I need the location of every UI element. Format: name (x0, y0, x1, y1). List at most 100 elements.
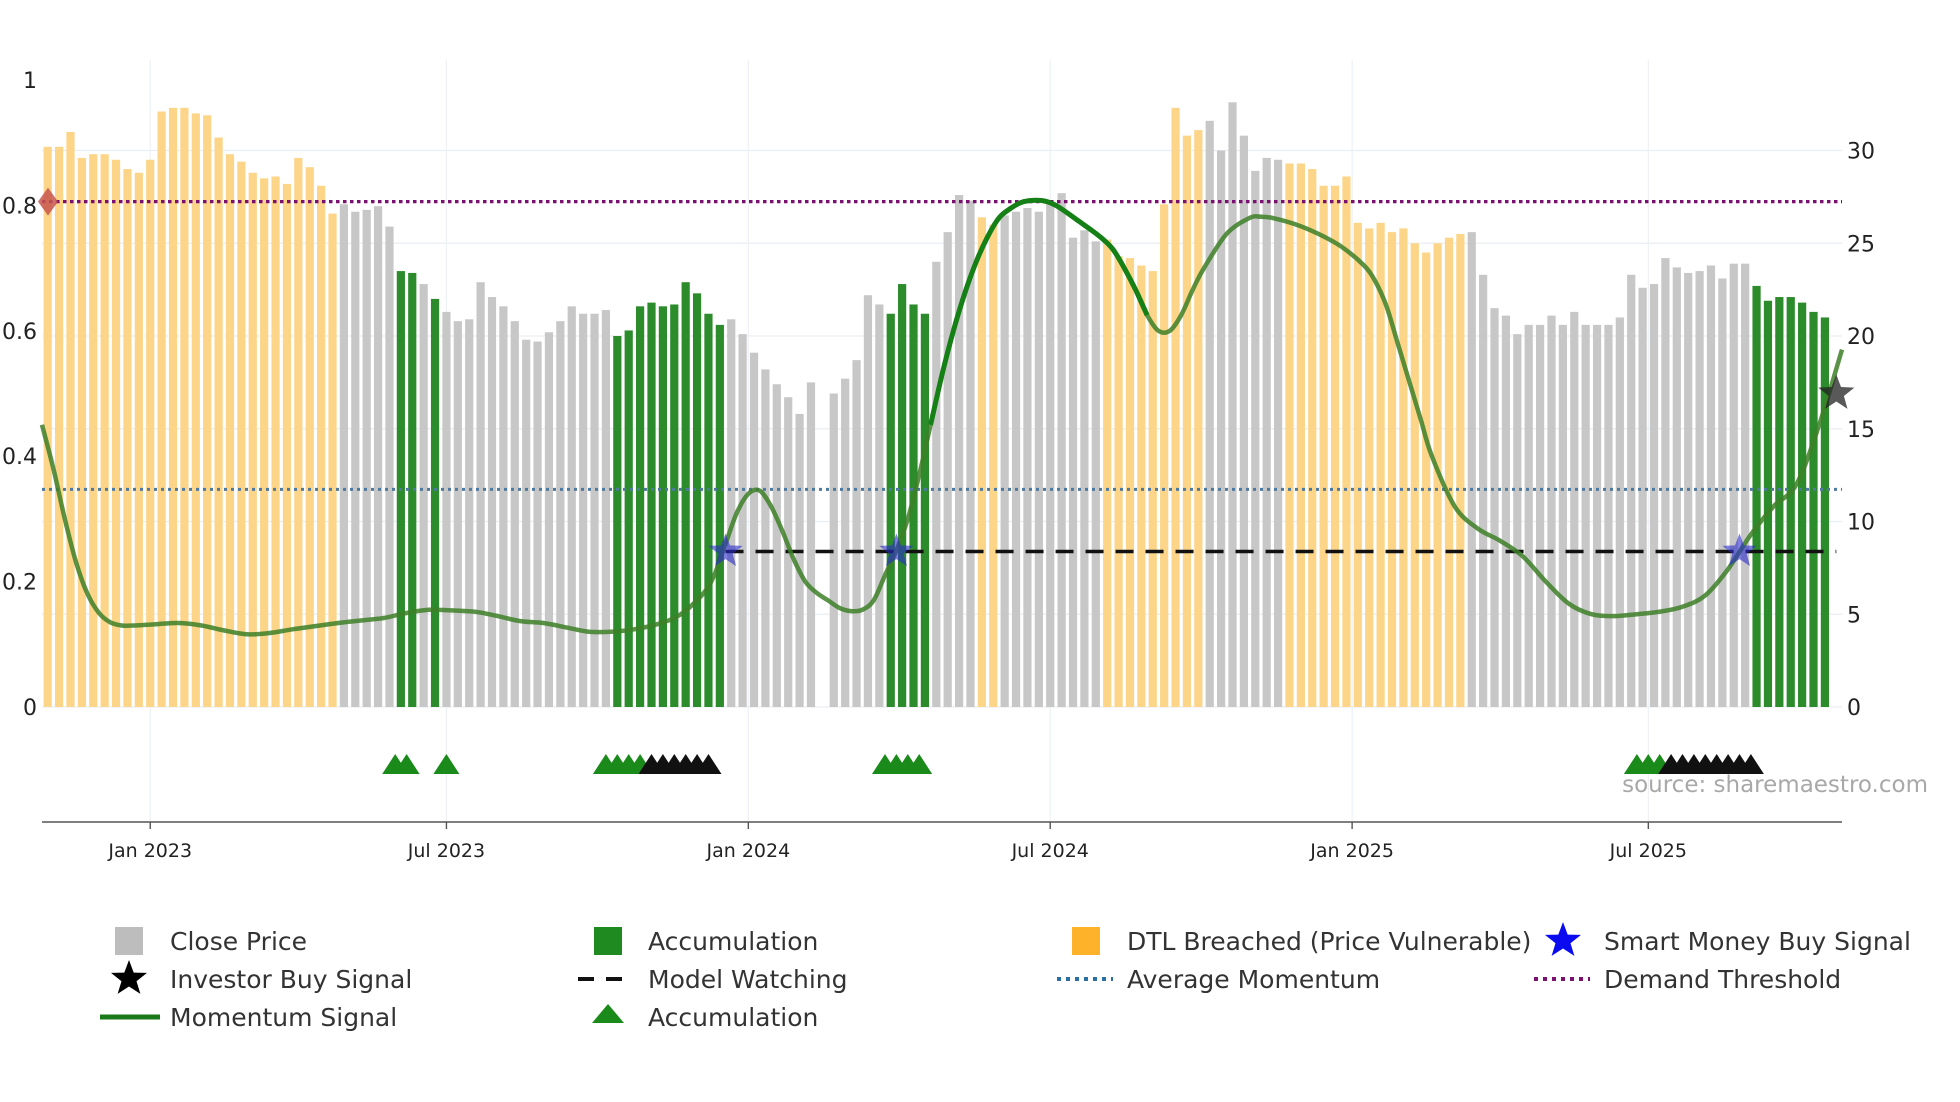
dtl-breached-bar (1399, 228, 1408, 707)
right-axis-tick-label: 20 (1847, 325, 1875, 350)
close-price-bar (556, 321, 565, 707)
close-price-bar (1570, 311, 1579, 707)
close-price-bar (579, 313, 588, 707)
lines-layer (39, 197, 1845, 637)
close-price-bar (1558, 324, 1567, 707)
demand-start-marker (38, 187, 58, 216)
smart-money-buy-star-icon (879, 533, 914, 567)
close-price-bar (738, 334, 747, 707)
accumulation-bar (1763, 300, 1773, 707)
x-tick-label: Jan 2024 (705, 840, 790, 862)
dtl-breached-bar (989, 224, 998, 707)
dtl-breached-bar (111, 159, 121, 707)
close-price-bar (852, 360, 861, 707)
dtl-breached-bar (271, 176, 280, 708)
dtl-breached-bar (89, 154, 98, 707)
close-price-bar (761, 369, 770, 707)
x-tick-label: Jul 2025 (1609, 840, 1687, 862)
dtl-breached-bar (1148, 271, 1157, 707)
close-price-bar (1273, 159, 1283, 707)
close-price-bar (1547, 315, 1556, 707)
close-price-bar (1638, 287, 1647, 707)
left-axis-tick-label: 0.2 (2, 571, 37, 596)
close-price-bar (1479, 274, 1488, 707)
close-price-bar (1080, 230, 1089, 707)
legend-close-price-swatch (115, 927, 143, 955)
dtl-breached-bar (123, 169, 132, 708)
close-price-bar (1217, 150, 1226, 707)
investor-buy-star-icon (1818, 374, 1855, 409)
legend-investor-star-icon (111, 960, 147, 994)
accumulation-bar (681, 282, 690, 707)
dtl-breached-bar (157, 111, 166, 708)
dtl-breached-bar (146, 159, 155, 707)
left-axis-tick-label: 1 (23, 69, 37, 94)
dtl-breached-bar (1103, 239, 1112, 708)
accumulation-bar (1820, 317, 1830, 707)
right-axis-tick-label: 5 (1847, 603, 1861, 628)
momentum-signal-bold-segment (928, 197, 1150, 426)
close-price-bar (1604, 324, 1613, 707)
x-tick-label: Jan 2023 (107, 840, 192, 862)
close-price-bar (954, 195, 964, 707)
close-price-bar (362, 209, 371, 708)
dtl-breached-bar (191, 113, 200, 707)
close-price-bar (385, 226, 394, 707)
legend-model-watching: Model Watching (648, 965, 848, 994)
close-price-bar (1068, 237, 1078, 707)
legend-accumulation-triangle-icon (592, 1004, 624, 1023)
close-price-bar (487, 297, 497, 707)
dtl-breached-bar (43, 146, 52, 708)
close-price-bar (339, 204, 348, 708)
dtl-breached-bar (1330, 185, 1340, 707)
accumulation-bar (898, 284, 907, 707)
accumulation-bar (920, 313, 930, 707)
dtl-breached-bar (225, 154, 235, 707)
close-price-bar (1695, 271, 1704, 707)
accumulation-bar (886, 313, 895, 707)
close-price-bar (1251, 170, 1260, 707)
right-axis-tick-label: 0 (1847, 696, 1861, 721)
close-price-bar (1000, 215, 1009, 708)
close-price-bar (1672, 267, 1681, 707)
legend-investor-buy: Investor Buy Signal (170, 965, 412, 994)
dtl-breached-bar (282, 183, 292, 707)
dtl-breached-bar (1125, 258, 1135, 707)
dtl-breached-bar (203, 115, 212, 707)
left-axis-tick-label: 0.6 (2, 320, 37, 345)
close-price-bar (1706, 265, 1716, 707)
dtl-breached-bar (1114, 256, 1123, 707)
close-price-bar (567, 306, 576, 707)
dtl-breached-bar (1296, 163, 1305, 708)
dtl-breached-bar (248, 172, 257, 707)
accumulation-bar (613, 336, 622, 707)
dtl-breached-bar (1353, 222, 1362, 707)
legend-dtl-breached: DTL Breached (Price Vulnerable) (1127, 927, 1531, 956)
right-axis-tick-label: 10 (1847, 511, 1875, 536)
legend-momentum-signal: Momentum Signal (170, 1003, 397, 1032)
accumulation-bar (704, 313, 713, 707)
dtl-breached-bar (214, 137, 223, 707)
accumulation-bar (636, 306, 645, 707)
legend-accumulation-triangle: Accumulation (648, 1003, 818, 1032)
dtl-breached-bar (294, 157, 303, 708)
close-price-bar (863, 295, 873, 707)
dtl-breached-bar (1285, 163, 1294, 708)
close-price-bar (419, 284, 428, 707)
dtl-breached-bar (54, 146, 64, 708)
close-price-bar (351, 211, 360, 707)
accumulation-bar (658, 306, 667, 707)
dtl-breached-bar (66, 131, 75, 707)
close-price-bar (1501, 315, 1511, 707)
close-price-bar (1091, 241, 1100, 707)
close-price-bar (1046, 204, 1055, 708)
close-price-bar (442, 311, 451, 707)
close-price-bar (590, 313, 599, 707)
x-tick-label: Jul 2024 (1011, 840, 1089, 862)
close-price-bar (1023, 208, 1032, 707)
close-price-bar (727, 319, 736, 707)
close-price-bar (1524, 324, 1533, 707)
legend-smart-money-star-icon (1545, 922, 1581, 956)
watermark: source: sharemaestro.com (1622, 772, 1928, 798)
close-price-bar (1649, 284, 1659, 707)
